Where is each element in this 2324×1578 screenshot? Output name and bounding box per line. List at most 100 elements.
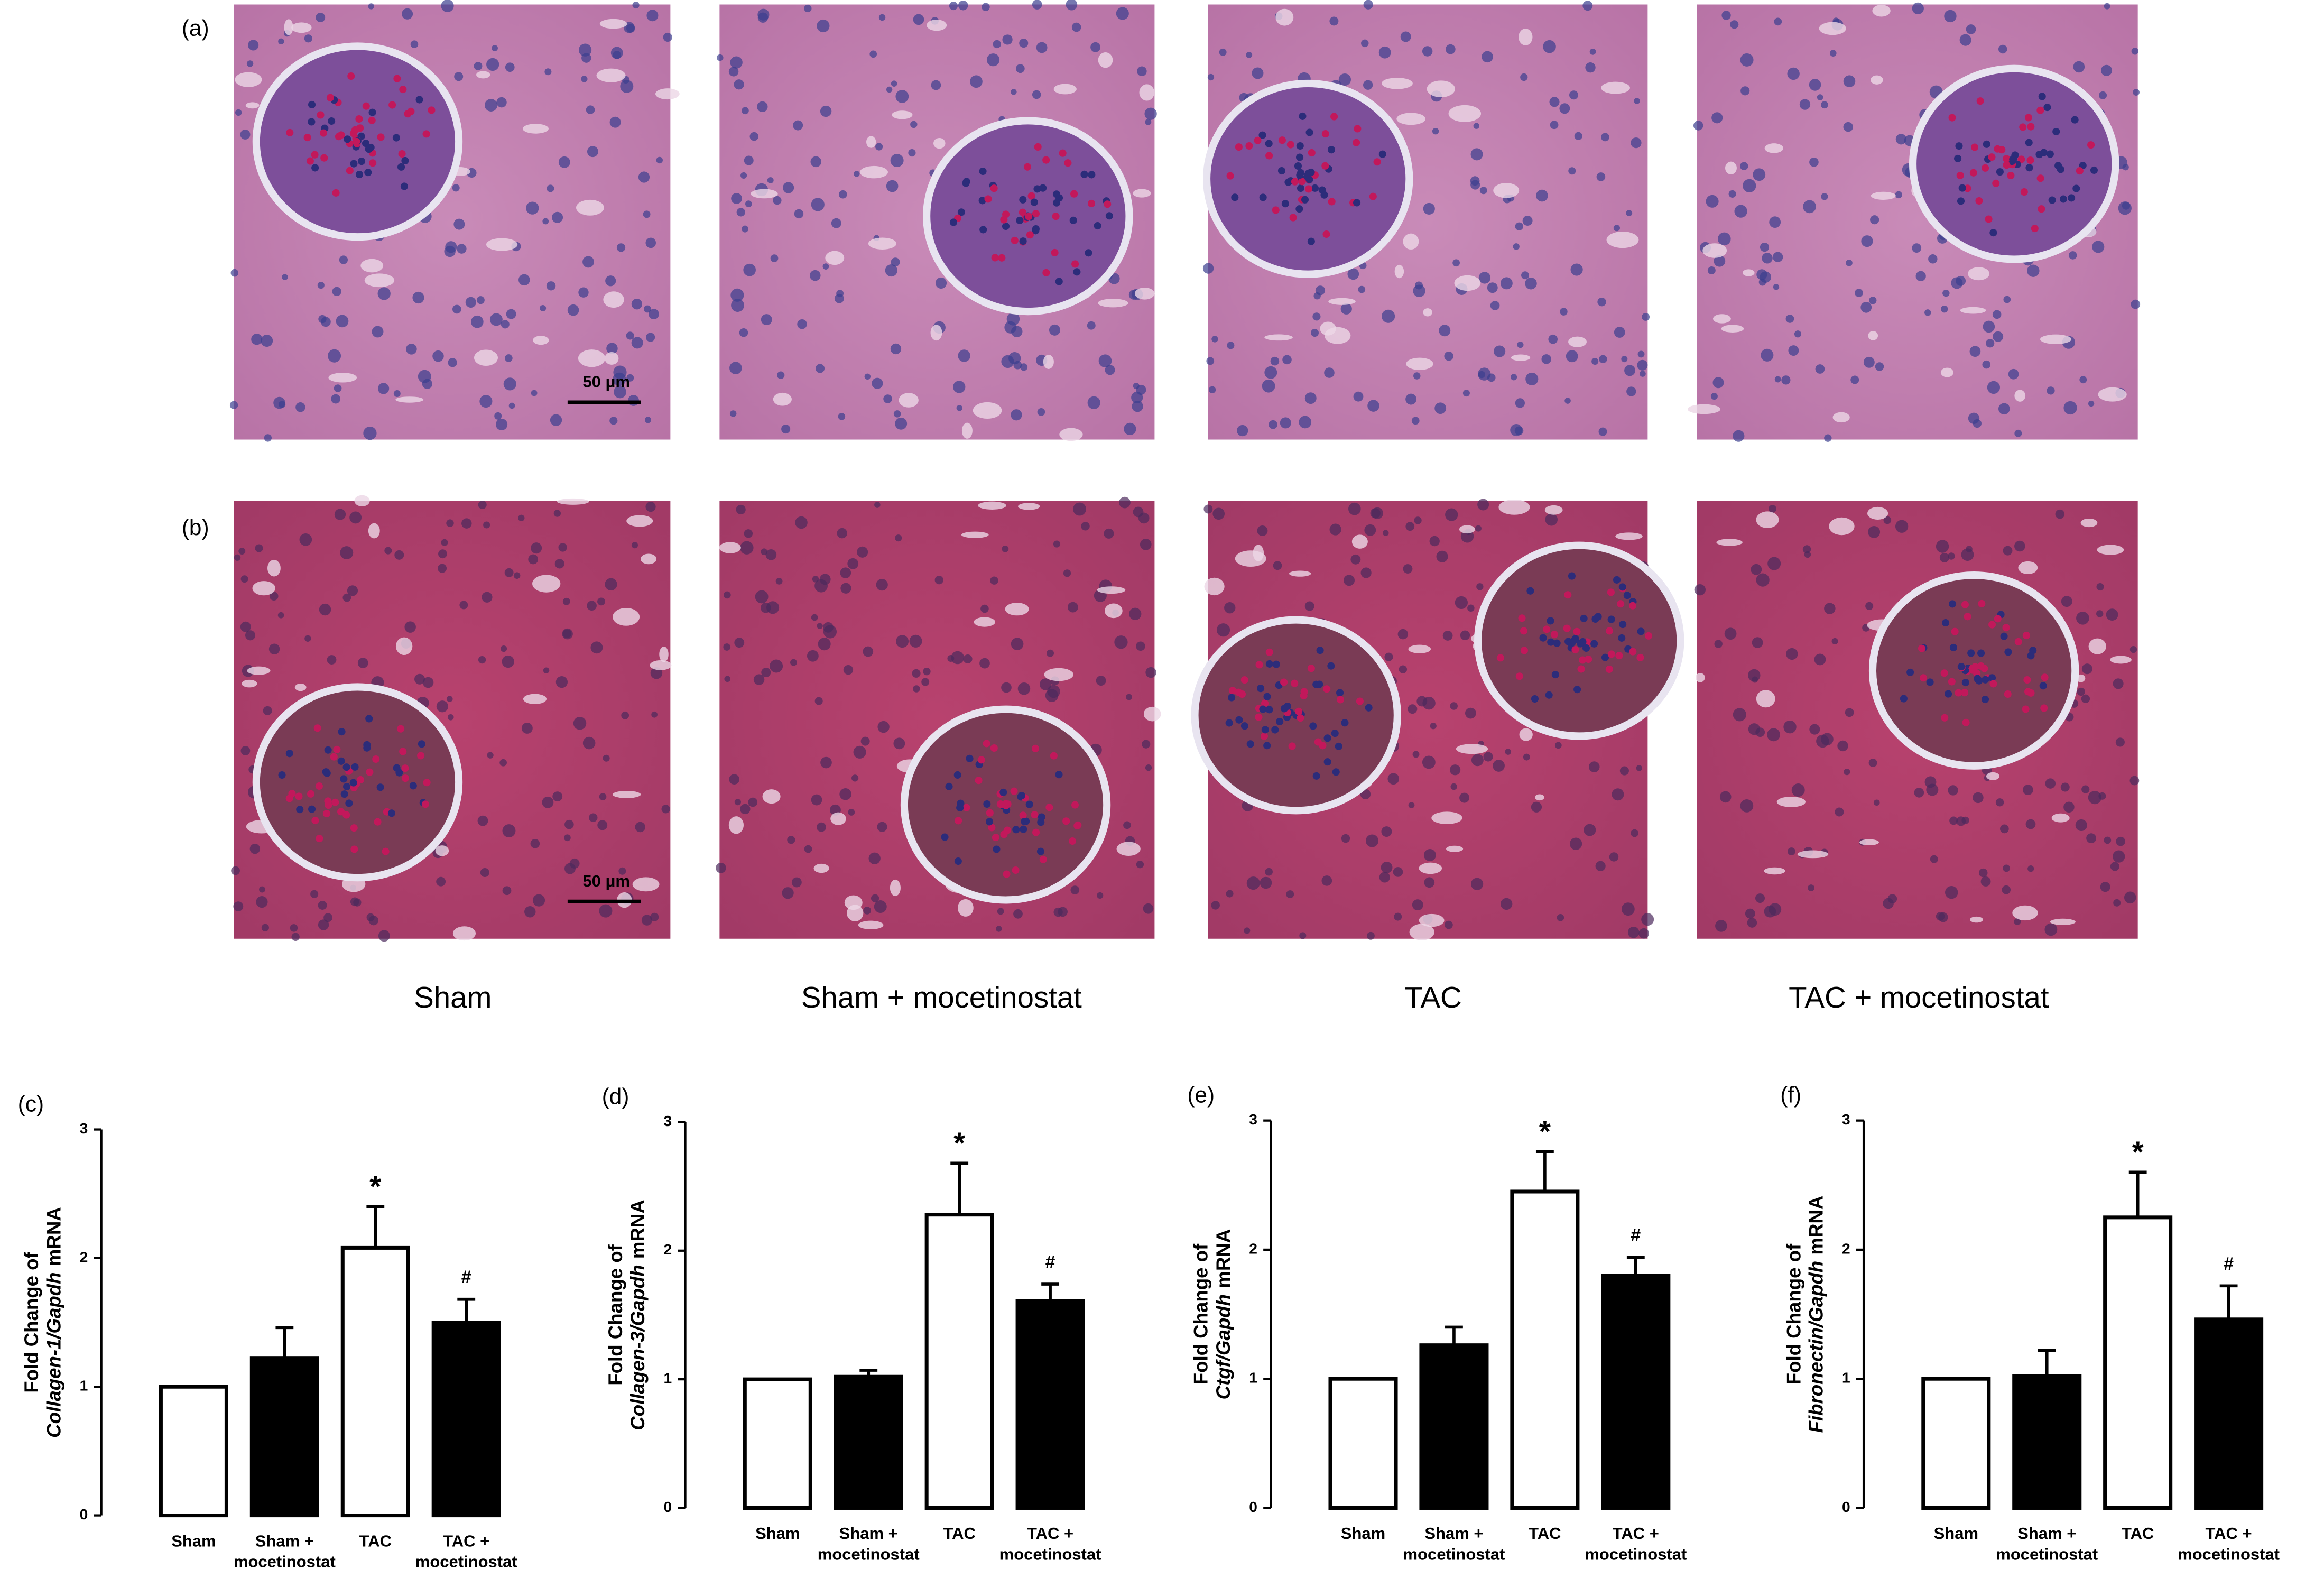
x-tick-label: Sham bbox=[755, 1524, 800, 1543]
lumen bbox=[1756, 690, 1775, 708]
error-bar bbox=[366, 1205, 385, 1248]
cell bbox=[1332, 768, 1340, 776]
cell bbox=[1353, 199, 1361, 207]
nucleus bbox=[1631, 137, 1642, 149]
nucleus bbox=[273, 396, 285, 409]
cell bbox=[1087, 199, 1096, 207]
nucleus bbox=[240, 746, 251, 755]
nucleus bbox=[1017, 682, 1031, 695]
y-tick-label: 2 bbox=[1249, 1240, 1257, 1257]
bar bbox=[249, 1356, 319, 1518]
bar bbox=[1510, 1189, 1580, 1510]
nucleus bbox=[229, 401, 238, 410]
nucleus bbox=[1477, 499, 1489, 511]
nucleus bbox=[316, 13, 326, 22]
nucleus bbox=[1011, 89, 1017, 95]
cell bbox=[387, 809, 396, 817]
nucleus bbox=[1382, 309, 1395, 323]
nucleus bbox=[815, 364, 825, 373]
y-tick-label: 0 bbox=[80, 1506, 88, 1522]
cell bbox=[1948, 114, 1956, 122]
cell bbox=[1330, 113, 1338, 121]
y-tick-label: 1 bbox=[1249, 1369, 1257, 1386]
nucleus bbox=[2129, 645, 2137, 653]
nucleus bbox=[394, 550, 404, 560]
cell bbox=[993, 845, 1001, 853]
nucleus bbox=[836, 290, 844, 298]
nucleus bbox=[1020, 363, 1028, 371]
lumen bbox=[328, 373, 357, 383]
nucleus bbox=[567, 304, 579, 316]
nucleus bbox=[1574, 132, 1582, 140]
panel-label: (f) bbox=[1780, 1083, 1801, 1108]
nucleus bbox=[893, 410, 901, 418]
nucleus bbox=[465, 297, 476, 308]
error-bar bbox=[2219, 1284, 2238, 1319]
cell bbox=[1918, 644, 1926, 652]
nucleus bbox=[1609, 852, 1619, 862]
nucleus bbox=[263, 706, 272, 715]
nucleus bbox=[1381, 862, 1393, 873]
nucleus bbox=[757, 101, 768, 113]
nucleus bbox=[645, 502, 656, 512]
nucleus bbox=[814, 697, 823, 705]
cell bbox=[999, 788, 1007, 796]
x-tick-label: TAC + mocetinostat bbox=[2178, 1524, 2280, 1563]
cell bbox=[344, 135, 351, 143]
cell bbox=[1012, 866, 1020, 874]
lumen bbox=[1448, 105, 1482, 122]
cell bbox=[1272, 660, 1280, 668]
cell bbox=[346, 167, 354, 174]
nucleus bbox=[1097, 892, 1104, 899]
nucleus bbox=[334, 509, 346, 520]
cell bbox=[1312, 772, 1320, 780]
cell bbox=[1378, 150, 1386, 158]
cell bbox=[372, 755, 380, 763]
cell bbox=[1949, 643, 1957, 651]
nucleus bbox=[1569, 837, 1582, 850]
nucleus bbox=[1794, 330, 1802, 338]
nucleus bbox=[1011, 409, 1022, 421]
cell bbox=[285, 750, 293, 758]
nucleus bbox=[586, 105, 595, 114]
micrograph bbox=[1694, 501, 2140, 939]
nucleus bbox=[1478, 272, 1491, 284]
nucleus bbox=[2081, 663, 2092, 675]
nucleus bbox=[530, 838, 540, 848]
nucleus bbox=[1948, 552, 1955, 560]
lumen bbox=[1143, 706, 1161, 722]
cell bbox=[421, 800, 429, 808]
nucleus bbox=[1764, 905, 1776, 918]
cell bbox=[1327, 662, 1335, 670]
nucleus bbox=[1246, 876, 1260, 890]
cell bbox=[1278, 136, 1286, 144]
nucleus bbox=[1312, 312, 1321, 321]
cell bbox=[2026, 156, 2034, 164]
cell bbox=[1949, 600, 1957, 608]
nucleus bbox=[729, 362, 742, 374]
cell bbox=[1318, 186, 1326, 194]
nucleus bbox=[1408, 802, 1415, 808]
y-tick-label: 0 bbox=[664, 1498, 672, 1515]
nucleus bbox=[1470, 878, 1484, 890]
lumen bbox=[659, 647, 669, 662]
nucleus bbox=[860, 736, 870, 746]
lumen bbox=[2050, 918, 2076, 925]
nucleus bbox=[1707, 266, 1716, 274]
nucleus bbox=[931, 80, 941, 90]
nucleus bbox=[422, 677, 434, 688]
nucleus bbox=[603, 754, 610, 762]
nucleus bbox=[724, 676, 731, 682]
lumen bbox=[1519, 728, 1533, 741]
cell bbox=[324, 746, 332, 754]
panel-label: (e) bbox=[1187, 1083, 1215, 1108]
lumen bbox=[813, 863, 829, 873]
nucleus bbox=[874, 900, 887, 913]
nucleus bbox=[546, 281, 556, 291]
error-bar bbox=[2038, 1349, 2056, 1377]
lumen bbox=[1204, 577, 1225, 596]
cell bbox=[1958, 184, 1966, 192]
nucleus bbox=[502, 886, 512, 896]
lumen bbox=[1493, 183, 1520, 198]
nucleus bbox=[454, 72, 464, 81]
